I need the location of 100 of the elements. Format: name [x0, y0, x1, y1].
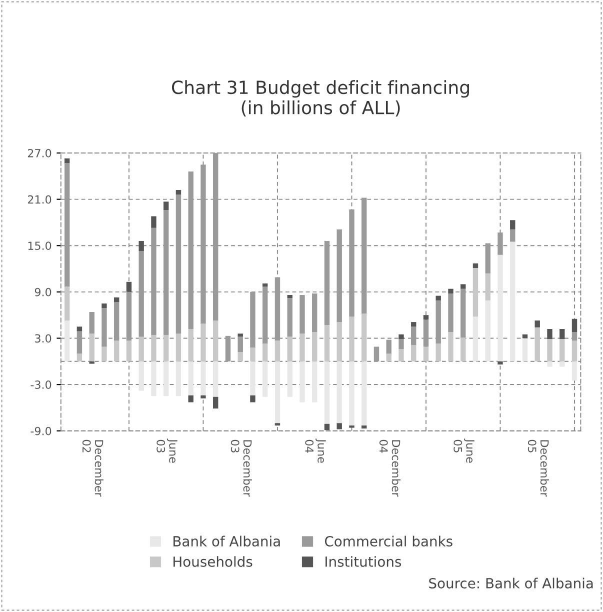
bar: [274, 361, 280, 424]
legend-label: Bank of Albania: [174, 536, 280, 547]
bar: [423, 346, 429, 362]
x-tick-label: December 02: [82, 440, 104, 497]
bar: [250, 361, 256, 396]
bar: [485, 273, 490, 300]
bar: [188, 328, 194, 362]
bar: [336, 322, 342, 362]
bar: [126, 282, 132, 292]
bar: [411, 322, 416, 327]
bar: [200, 361, 206, 396]
bar: [250, 292, 256, 348]
bar: [362, 314, 367, 362]
bar: [472, 263, 478, 268]
bar: [238, 334, 243, 337]
bar: [386, 354, 392, 362]
legend-label: Commercial banks: [324, 536, 452, 547]
bar: [287, 361, 292, 397]
bar: [572, 332, 578, 341]
bar: [164, 361, 169, 396]
x-tick-label: June 03: [156, 438, 178, 463]
bar: [64, 163, 70, 287]
bar: [138, 361, 144, 391]
bar: [472, 316, 478, 362]
bar: [102, 346, 107, 362]
bar: [262, 361, 268, 397]
bar: [398, 349, 404, 362]
bar: [498, 232, 503, 255]
bar: [312, 332, 318, 362]
bar: [114, 297, 120, 302]
bar: [300, 334, 305, 362]
bar: [188, 395, 194, 402]
bar: [164, 335, 169, 362]
bar: [213, 320, 218, 362]
bar: [460, 284, 466, 289]
bar: [238, 352, 243, 362]
bar: [274, 340, 280, 362]
bar: [151, 216, 156, 228]
bar: [522, 338, 528, 362]
bar: [436, 300, 441, 344]
y-tick-label: -3.0: [30, 380, 52, 389]
bar: [126, 340, 132, 362]
bar: [225, 336, 231, 362]
bar: [262, 283, 268, 287]
bar: [164, 210, 169, 336]
bar: [436, 344, 441, 362]
bar: [300, 361, 305, 402]
bar: [362, 425, 367, 429]
bar: [200, 324, 206, 362]
bar: [102, 304, 107, 308]
bar: [547, 328, 552, 340]
bar: [238, 336, 243, 352]
bar: [336, 229, 342, 322]
bar: [176, 361, 182, 396]
bar: [510, 229, 516, 242]
bar: [64, 286, 70, 320]
bar: [460, 288, 466, 338]
bar: [262, 344, 268, 362]
bar: [200, 164, 206, 324]
bar: [572, 340, 578, 362]
bar: [547, 339, 552, 362]
bar: [374, 346, 380, 362]
bar: [262, 286, 268, 344]
bar: [89, 312, 94, 334]
bar: [349, 209, 354, 317]
bar: [448, 293, 454, 332]
bar: [176, 190, 182, 195]
bar: [64, 320, 70, 362]
bar: [510, 242, 516, 362]
bar: [151, 361, 156, 396]
bar: [213, 153, 218, 320]
bar: [436, 296, 441, 300]
bar: [560, 339, 565, 362]
bar: [114, 302, 120, 341]
bar: [411, 326, 416, 346]
bar: [398, 334, 404, 340]
bar: [89, 361, 94, 364]
x-tick-label: June 04: [305, 438, 326, 463]
chart-title: Chart 31 Budget deficit financing (in billions of ALL): [172, 80, 469, 116]
legend-label: Households: [174, 556, 252, 567]
bar: [411, 345, 416, 362]
bar: [176, 334, 182, 362]
bar: [460, 337, 466, 362]
bar: [188, 172, 194, 329]
bar: [349, 361, 354, 426]
y-tick-label: 9.0: [34, 288, 52, 296]
bar: [362, 361, 367, 426]
bar: [510, 220, 516, 230]
bar: [362, 198, 367, 314]
bar: [547, 361, 552, 367]
bar: [176, 194, 182, 334]
bar: [423, 320, 429, 347]
x-tick-label: December 05: [528, 440, 549, 497]
y-tick-label: 3.0: [35, 334, 52, 343]
legend-label: Institutions: [326, 556, 402, 567]
bar: [534, 320, 540, 328]
bar: [164, 202, 169, 210]
bar: [151, 335, 156, 362]
bar: [312, 293, 318, 332]
y-tick-label: -9.0: [30, 426, 52, 436]
